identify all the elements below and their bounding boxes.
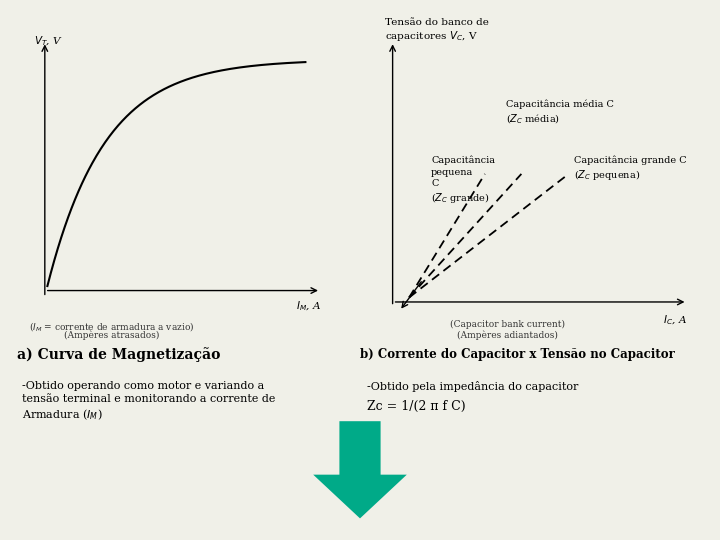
Text: tensão terminal e monitorando a corrente de: tensão terminal e monitorando a corrente… [22,394,275,404]
Text: Capacitância grande C
($Z_C$ pequena): Capacitância grande C ($Z_C$ pequena) [575,156,687,183]
Text: (Ampères atrasados): (Ampères atrasados) [64,330,159,340]
Text: $I_C$, A: $I_C$, A [663,313,688,327]
Text: -Obtido operando como motor e variando a: -Obtido operando como motor e variando a [22,381,264,391]
Text: ($I_M$ = corrente de armadura a vazio): ($I_M$ = corrente de armadura a vazio) [29,320,194,333]
Text: a) Curva de Magnetização: a) Curva de Magnetização [17,347,220,362]
Text: $I_M$, A: $I_M$, A [296,300,321,313]
Text: $V_T$, V: $V_T$, V [35,35,63,48]
Text: capacitores $V_C$, V: capacitores $V_C$, V [385,29,478,43]
Text: Capacitância
pequena
C
($Z_C$ grande): Capacitância pequena C ($Z_C$ grande) [431,156,495,205]
Text: b) Corrente do Capacitor x Tensão no Capacitor: b) Corrente do Capacitor x Tensão no Cap… [360,348,675,361]
Text: Zc = 1/(2 π f C): Zc = 1/(2 π f C) [367,400,466,413]
Text: (Capacitor bank current): (Capacitor bank current) [450,320,565,329]
Text: Tensão do banco de: Tensão do banco de [385,18,489,28]
Text: Armadura ($I_M$): Armadura ($I_M$) [22,408,102,422]
Text: (Ampères adiantados): (Ampères adiantados) [457,330,558,340]
Text: Capacitância média C
($Z_C$ média): Capacitância média C ($Z_C$ média) [505,100,613,126]
Text: -Obtido pela impedância do capacitor: -Obtido pela impedância do capacitor [367,381,579,392]
